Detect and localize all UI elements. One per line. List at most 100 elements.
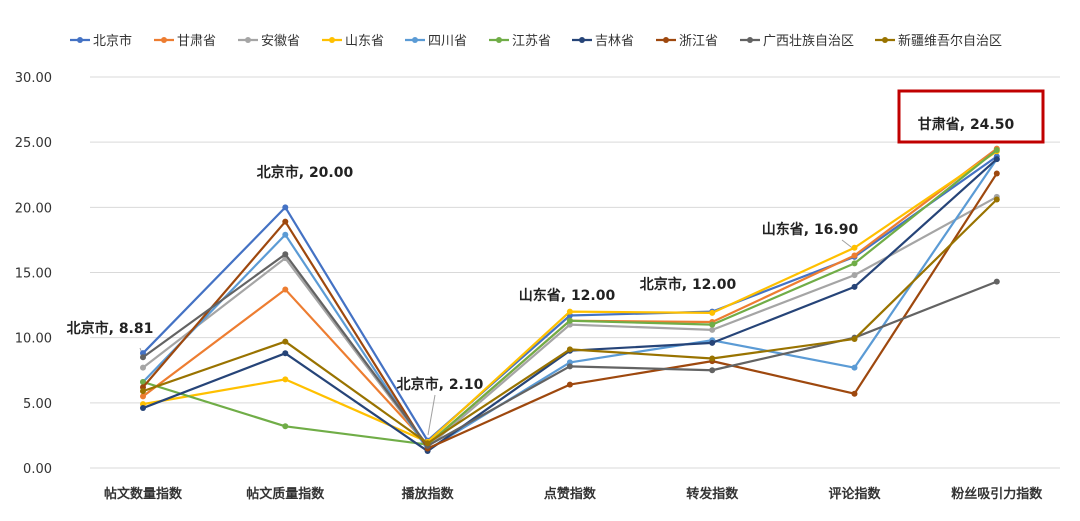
data-point — [851, 244, 858, 251]
legend-marker — [882, 37, 888, 43]
data-point — [993, 156, 1000, 163]
data-point — [709, 309, 716, 316]
legend-item: 吉林省 — [572, 34, 634, 49]
data-point — [282, 286, 289, 293]
data-point — [424, 440, 431, 447]
data-point — [851, 252, 858, 259]
data-label: 山东省, 16.90 — [762, 221, 859, 238]
data-point — [282, 338, 289, 345]
data-point — [566, 381, 573, 388]
data-point — [566, 363, 573, 370]
x-category-label: 评论指数 — [828, 486, 881, 502]
legend-item: 甘肃省 — [154, 34, 216, 49]
legend-marker — [579, 37, 585, 43]
highlight-box — [897, 89, 1045, 144]
y-tick-label: 30.00 — [15, 71, 52, 86]
annotations: 北京市, 8.81 北京市, 20.00 北京市, 2.10 山东省, 12.00 北京… — [67, 89, 1045, 393]
legend: 北京市 甘肃省 安徽省 山东省 四川省 江苏省 吉林省 浙江省 广西壮族自治区 新疆维吾尔自治区 — [70, 33, 1002, 49]
data-point — [993, 196, 1000, 203]
data-label: 北京市, 8.81 — [67, 320, 154, 337]
data-point — [851, 390, 858, 397]
y-tick-label: 10.00 — [15, 332, 52, 347]
data-point — [282, 350, 289, 357]
x-category-label: 帖文数量指数 — [104, 486, 183, 502]
legend-item: 山东省 — [322, 34, 384, 49]
data-point — [282, 218, 289, 225]
data-point — [140, 378, 146, 385]
x-category-label: 播放指数 — [402, 486, 455, 502]
legend-marker — [245, 37, 251, 43]
data-point — [282, 376, 289, 383]
data-point — [566, 308, 573, 315]
y-tick-label: 15.00 — [15, 267, 52, 282]
x-category-label: 帖文质量指数 — [246, 486, 325, 502]
data-point — [140, 405, 146, 412]
data-label: 甘肃省, 24.50 — [918, 116, 1015, 133]
data-point — [282, 204, 289, 211]
legend-label: 江苏省 — [512, 33, 551, 49]
y-tick-label: 5.00 — [23, 397, 52, 412]
legend-label: 山东省 — [345, 34, 384, 49]
legend-item: 江苏省 — [489, 33, 551, 49]
legend-item: 安徽省 — [238, 34, 300, 49]
data-point — [851, 335, 858, 342]
x-axis-categories: 帖文数量指数 帖文质量指数 播放指数 点赞指数 转发指数 评论指数 粉丝吸引力指数 — [104, 486, 1043, 502]
data-point — [140, 364, 146, 371]
data-point — [709, 321, 716, 328]
legend-marker — [77, 37, 83, 43]
series-line — [142, 158, 998, 451]
legend-item: 新疆维吾尔自治区 — [875, 33, 1002, 49]
data-point — [709, 326, 716, 333]
data-point — [851, 260, 858, 267]
data-point — [709, 339, 716, 346]
y-tick-label: 25.00 — [15, 136, 52, 151]
data-point — [993, 146, 1000, 153]
annotation-leader — [427, 394, 436, 436]
legend-item: 浙江省 — [656, 34, 718, 49]
legend-label: 四川省 — [428, 34, 467, 49]
data-point — [709, 367, 716, 374]
data-label: 北京市, 12.00 — [640, 276, 737, 293]
series-lines — [140, 145, 1000, 455]
data-label: 北京市, 20.00 — [257, 164, 354, 181]
y-axis-ticks: 0.00 5.00 10.00 15.00 20.00 25.00 30.00 — [15, 71, 52, 477]
legend-marker — [663, 37, 669, 43]
legend-label: 甘肃省 — [177, 34, 216, 49]
legend-marker — [747, 37, 753, 43]
legend-label: 安徽省 — [261, 34, 300, 49]
legend-label: 浙江省 — [679, 34, 718, 49]
series-4 — [140, 156, 1000, 453]
legend-label: 北京市 — [93, 33, 132, 49]
y-tick-label: 20.00 — [15, 201, 52, 216]
legend-label: 广西壮族自治区 — [763, 33, 854, 49]
data-point — [140, 354, 146, 361]
data-point — [140, 393, 146, 400]
x-category-label: 粉丝吸引力指数 — [951, 486, 1043, 502]
data-point — [851, 364, 858, 371]
data-point — [993, 170, 1000, 177]
data-point — [566, 346, 573, 353]
y-tick-label: 0.00 — [23, 462, 52, 477]
data-point — [851, 283, 858, 290]
legend-marker — [161, 37, 167, 43]
series-line — [142, 158, 998, 453]
series-6 — [140, 156, 1000, 455]
data-point — [851, 272, 858, 279]
data-point — [140, 388, 146, 395]
legend-label: 新疆维吾尔自治区 — [898, 33, 1002, 49]
data-point — [993, 278, 1000, 285]
legend-marker — [412, 37, 418, 43]
x-category-label: 点赞指数 — [544, 486, 597, 502]
legend-item: 广西壮族自治区 — [740, 33, 854, 49]
x-category-label: 转发指数 — [686, 486, 739, 502]
data-label: 山东省, 12.00 — [519, 287, 616, 304]
legend-item: 四川省 — [405, 34, 467, 49]
data-point — [709, 355, 716, 362]
grid — [90, 76, 1060, 469]
legend-item: 北京市 — [70, 33, 132, 49]
data-label: 北京市, 2.10 — [397, 376, 484, 393]
data-point — [282, 251, 289, 258]
legend-marker — [496, 37, 502, 43]
